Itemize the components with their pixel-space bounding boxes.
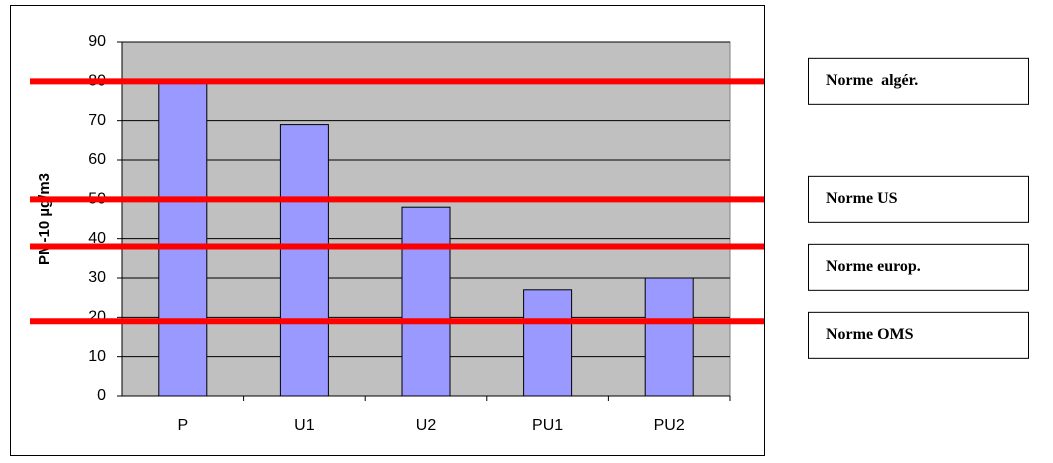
legend-box [808, 311, 1029, 359]
x-tick-label: P [177, 417, 188, 434]
bar [523, 289, 573, 397]
bar [644, 277, 694, 397]
bar [158, 80, 208, 397]
legend-box [808, 243, 1029, 291]
x-tick-label: U2 [416, 417, 437, 434]
y-tick-label: 70 [88, 112, 106, 129]
x-tick-label: U1 [294, 417, 315, 434]
x-tick-label: PU1 [532, 417, 563, 434]
legend-box [808, 175, 1029, 223]
legend-box [808, 57, 1029, 105]
y-tick-label: 0 [97, 387, 106, 404]
y-tick-label: 30 [88, 269, 106, 286]
y-tick-label: 90 [88, 33, 106, 50]
y-axis-label: PM-10 µg/m3 [36, 173, 53, 265]
bar [279, 124, 329, 397]
x-tick-label: PU2 [654, 417, 685, 434]
reference-label: Norme OMS [826, 326, 914, 343]
bar [401, 206, 451, 397]
reference-label: Norme US [826, 190, 898, 207]
y-tick-label: 10 [88, 348, 106, 365]
y-tick-label: 60 [88, 151, 106, 168]
y-tick-label: 40 [88, 230, 106, 247]
reference-label: Norme europ. [826, 258, 921, 275]
reference-label: Norme algér. [826, 72, 918, 89]
